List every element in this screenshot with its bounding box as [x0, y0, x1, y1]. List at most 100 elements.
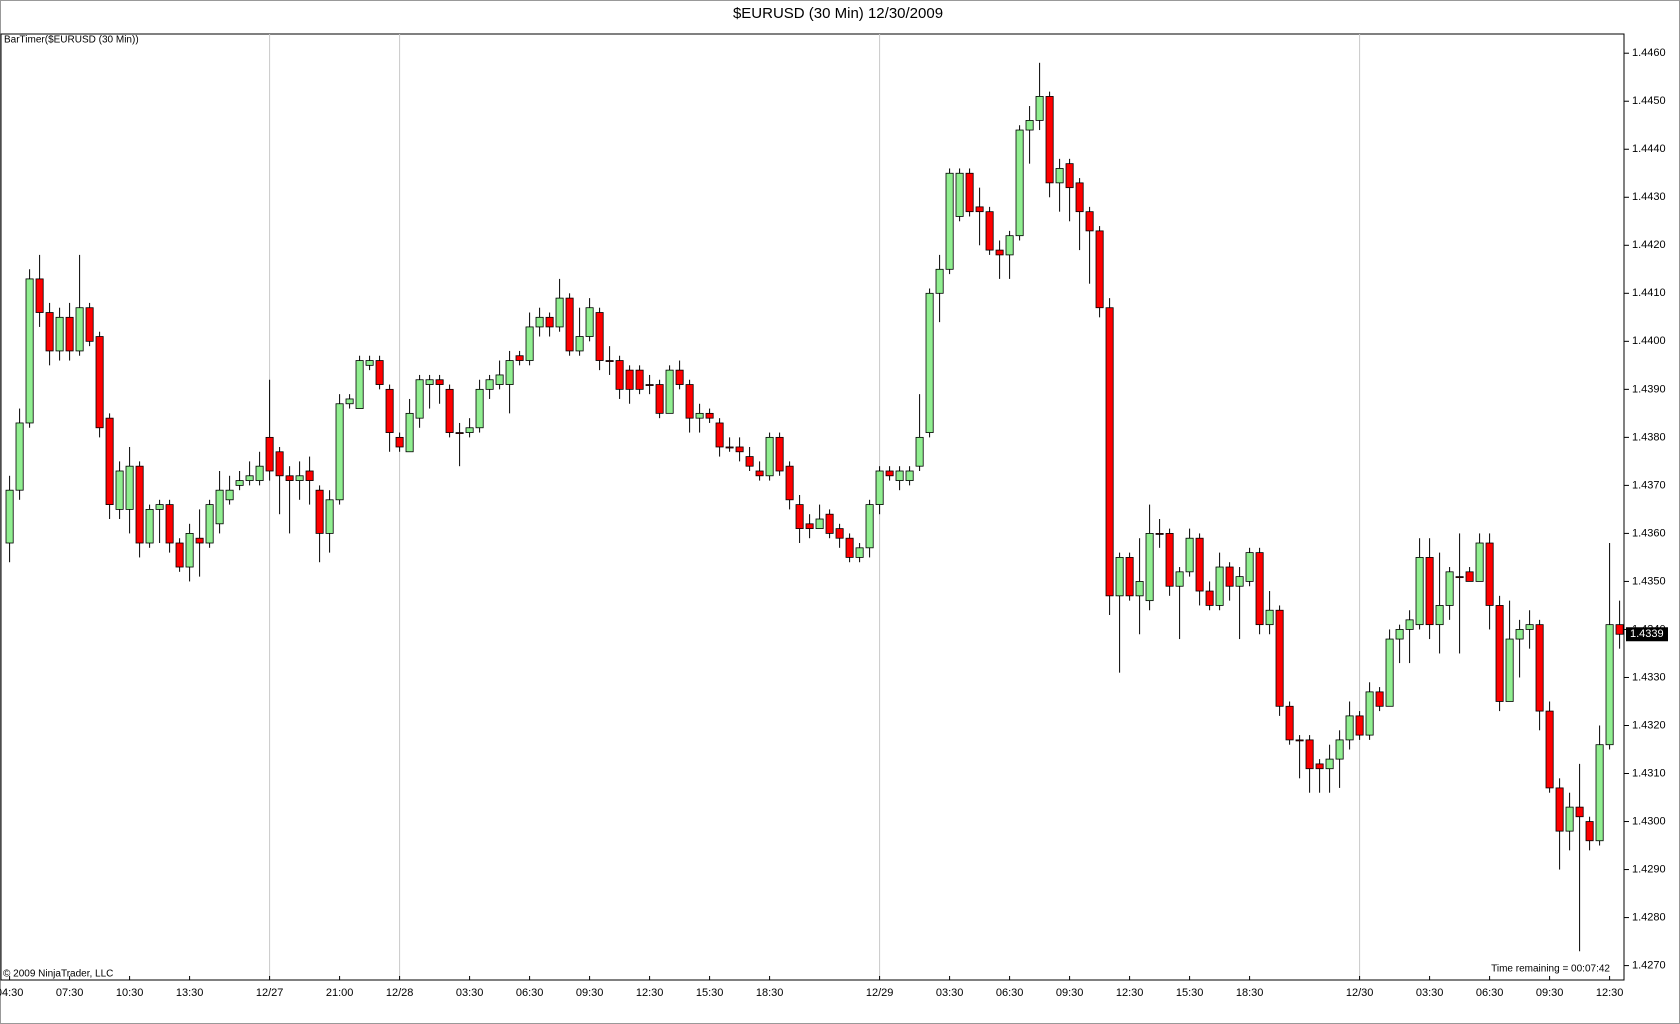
candle-body [985, 211, 994, 251]
candle-body [1565, 806, 1574, 832]
candle-body [535, 316, 544, 328]
candle-body [1245, 552, 1254, 582]
candle-body [325, 499, 334, 534]
candle-body [335, 403, 344, 501]
y-tick-label: 1.4390 [1632, 383, 1666, 395]
candle-body [1125, 557, 1134, 597]
candle-body [365, 360, 374, 366]
candle-body [315, 489, 324, 534]
candle-body [845, 537, 854, 558]
y-tick-label: 1.4280 [1632, 911, 1666, 923]
candle-body [5, 489, 14, 544]
candle-body [765, 436, 774, 477]
candle-body [815, 518, 824, 530]
candle-body [395, 436, 404, 448]
y-tick-label: 1.4360 [1632, 527, 1666, 539]
candle-body [505, 360, 514, 385]
y-tick-label: 1.4270 [1632, 960, 1666, 972]
candle-body [525, 326, 534, 361]
candle-body [725, 446, 734, 449]
x-tick-label: 18:30 [756, 987, 784, 999]
y-tick-label: 1.4400 [1632, 335, 1666, 347]
candle-body [445, 388, 454, 433]
candle-body [905, 470, 914, 481]
candle-body [1555, 787, 1564, 832]
candle-body [415, 379, 424, 419]
y-tick-label: 1.4450 [1632, 95, 1666, 107]
candle-body [1165, 533, 1174, 587]
candle-body [1115, 557, 1124, 597]
candle-body [265, 436, 274, 472]
candle-body [1615, 624, 1624, 635]
candle-body [695, 412, 704, 419]
candle-body [675, 369, 684, 385]
candle-body [375, 360, 384, 385]
candle-body [185, 533, 194, 568]
candle-body [1175, 571, 1184, 587]
x-tick-label: 09:30 [1056, 987, 1084, 999]
candle-body [1545, 710, 1554, 789]
y-tick-label: 1.4290 [1632, 863, 1666, 875]
x-tick-label: 15:30 [696, 987, 724, 999]
candle-body [1465, 571, 1474, 582]
candle-body [1345, 715, 1354, 741]
x-tick-label: 12/28 [386, 987, 414, 999]
candle-body [1535, 624, 1544, 712]
candle-body [1185, 537, 1194, 573]
candle-body [645, 384, 654, 386]
plot-area [0, 33, 1625, 981]
x-tick-label: 03:30 [1416, 987, 1444, 999]
x-tick-label: 07:30 [56, 987, 84, 999]
candle-body [65, 316, 74, 352]
candle-body [1195, 537, 1204, 592]
candle-body [1355, 715, 1364, 736]
candle-body [1025, 120, 1034, 131]
candle-body [655, 384, 664, 414]
candle-body [595, 312, 604, 361]
y-tick-label: 1.4410 [1632, 287, 1666, 299]
candle-body [795, 504, 804, 530]
candle-body [1065, 163, 1074, 189]
candle-body [1305, 739, 1314, 770]
candle-body [805, 523, 814, 530]
candle-body [1365, 691, 1374, 736]
candle-body [1335, 739, 1344, 760]
x-tick-label: 03:30 [456, 987, 484, 999]
candle-body [205, 504, 214, 544]
candle-body [585, 307, 594, 337]
candle-body [1095, 230, 1104, 309]
candle-body [705, 412, 714, 419]
y-tick-label: 1.4420 [1632, 239, 1666, 251]
candle-body [1225, 566, 1234, 587]
candle-body [1475, 542, 1484, 582]
y-tick-label: 1.4370 [1632, 479, 1666, 491]
x-tick-label: 03:30 [936, 987, 964, 999]
candle-body [105, 417, 114, 505]
candle-body [455, 432, 464, 434]
timer-text: Time remaining = 00:07:42 [1491, 964, 1610, 975]
x-tick-label: 12/29 [866, 987, 894, 999]
candle-body [475, 388, 484, 429]
candle-body [1435, 605, 1444, 626]
candle-body [1525, 624, 1534, 630]
candle-body [285, 475, 294, 481]
candle-body [575, 336, 584, 352]
candle-body [945, 172, 954, 270]
x-tick-label: 04:30 [0, 987, 23, 999]
candle-body [115, 470, 124, 510]
candle-body [155, 504, 164, 510]
candle-body [195, 537, 204, 544]
x-tick-label: 06:30 [516, 987, 544, 999]
candle-body [255, 465, 264, 481]
candle-body [55, 316, 64, 352]
candle-body [625, 369, 634, 390]
candle-body [1075, 182, 1084, 213]
candle-body [435, 379, 444, 385]
candle-body [1405, 619, 1414, 630]
candle-body [1585, 821, 1594, 842]
candle-body [1375, 691, 1384, 707]
candle-body [975, 206, 984, 213]
x-tick-label: 12:30 [636, 987, 664, 999]
candle-body [1495, 605, 1504, 702]
